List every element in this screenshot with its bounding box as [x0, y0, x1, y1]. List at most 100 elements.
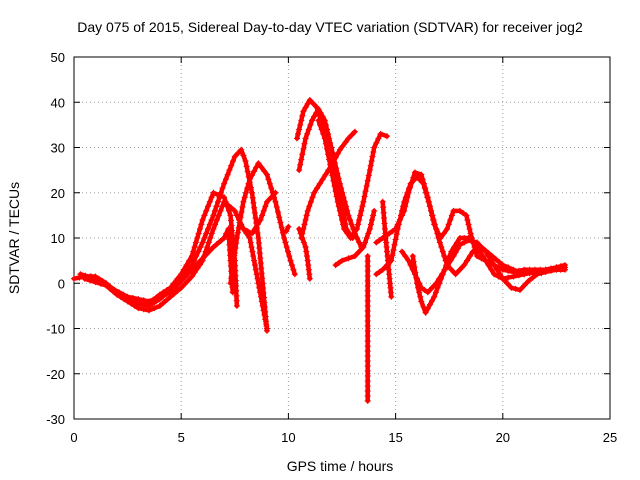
data-point	[300, 239, 307, 246]
data-point	[203, 207, 210, 214]
series-s13	[283, 223, 292, 235]
data-point	[360, 244, 367, 251]
data-point	[226, 241, 233, 248]
data-point	[488, 257, 495, 264]
data-point	[285, 248, 291, 255]
data-point	[243, 230, 250, 237]
x-tick-label: 25	[603, 430, 617, 445]
data-point	[204, 244, 211, 250]
data-point	[446, 253, 453, 260]
data-point	[504, 280, 511, 287]
series-s6	[240, 225, 270, 332]
data-point	[492, 256, 499, 263]
data-point	[188, 253, 195, 260]
data-point	[130, 295, 136, 301]
data-point	[420, 180, 427, 187]
data-point	[318, 126, 325, 133]
data-point	[236, 219, 243, 226]
data-point	[245, 180, 252, 187]
axes-ticks: 0 5 10 15 20 25 -30 -20 -10 0 10 20 30 40 50	[46, 50, 617, 445]
data-point	[365, 172, 372, 179]
data-point	[377, 130, 384, 137]
data-point	[195, 230, 202, 237]
data-point	[295, 130, 301, 137]
data-point	[327, 140, 334, 146]
data-point	[183, 262, 190, 269]
data-point	[160, 299, 167, 306]
data-point	[399, 248, 405, 255]
data-point	[424, 305, 431, 312]
data-point	[304, 100, 311, 107]
data-point	[249, 189, 255, 196]
data-point	[390, 247, 397, 254]
data-point	[345, 135, 352, 142]
data-point	[111, 287, 118, 293]
data-point	[426, 301, 433, 308]
data-point	[264, 198, 270, 205]
data-point	[469, 248, 476, 255]
data-point	[246, 176, 253, 183]
data-point	[226, 167, 233, 174]
data-point	[406, 185, 412, 192]
data-point	[496, 259, 503, 266]
data-point	[286, 253, 293, 260]
data-point	[213, 216, 220, 223]
data-point	[309, 194, 316, 201]
data-point	[339, 216, 345, 223]
data-point	[252, 262, 258, 269]
data-point	[327, 161, 334, 168]
data-point	[364, 397, 371, 404]
data-point	[424, 289, 431, 296]
data-point	[326, 156, 333, 163]
data-point	[404, 189, 411, 196]
data-point	[221, 235, 228, 241]
data-point	[251, 226, 258, 232]
data-point	[383, 232, 389, 239]
data-point	[400, 203, 407, 210]
data-point	[485, 253, 492, 260]
data-point	[379, 266, 386, 273]
data-point	[163, 296, 170, 303]
data-point	[439, 248, 446, 255]
data-point	[317, 121, 323, 128]
data-point	[384, 133, 390, 140]
data-point	[299, 151, 306, 158]
data-point	[423, 189, 429, 196]
data-point	[259, 302, 266, 309]
data-point	[208, 216, 215, 223]
data-point	[273, 204, 280, 210]
data-point	[254, 275, 261, 282]
data-point	[429, 297, 435, 304]
data-point	[521, 282, 528, 289]
data-point	[171, 285, 178, 292]
data-point	[221, 180, 228, 187]
data-point	[247, 239, 254, 246]
data-point	[298, 117, 305, 124]
data-point	[332, 262, 339, 269]
data-point	[328, 167, 335, 174]
data-point	[345, 212, 352, 219]
data-point	[359, 203, 366, 210]
data-point	[388, 293, 395, 300]
data-point	[491, 271, 498, 278]
data-point	[249, 248, 256, 255]
data-point	[178, 271, 185, 278]
data-point	[460, 210, 467, 217]
data-point	[210, 189, 217, 196]
data-point	[262, 316, 269, 323]
data-point	[258, 164, 265, 171]
data-point	[316, 180, 323, 187]
data-point	[436, 239, 443, 246]
data-point	[422, 309, 429, 316]
data-point	[339, 143, 346, 149]
data-point	[255, 160, 262, 167]
data-point	[348, 132, 355, 139]
data-point	[107, 284, 114, 291]
data-point	[261, 311, 268, 318]
data-point	[421, 185, 428, 192]
data-point	[156, 302, 163, 309]
data-point	[298, 156, 305, 163]
data-point	[386, 230, 393, 237]
data-point	[441, 253, 448, 260]
data-point	[233, 302, 240, 309]
